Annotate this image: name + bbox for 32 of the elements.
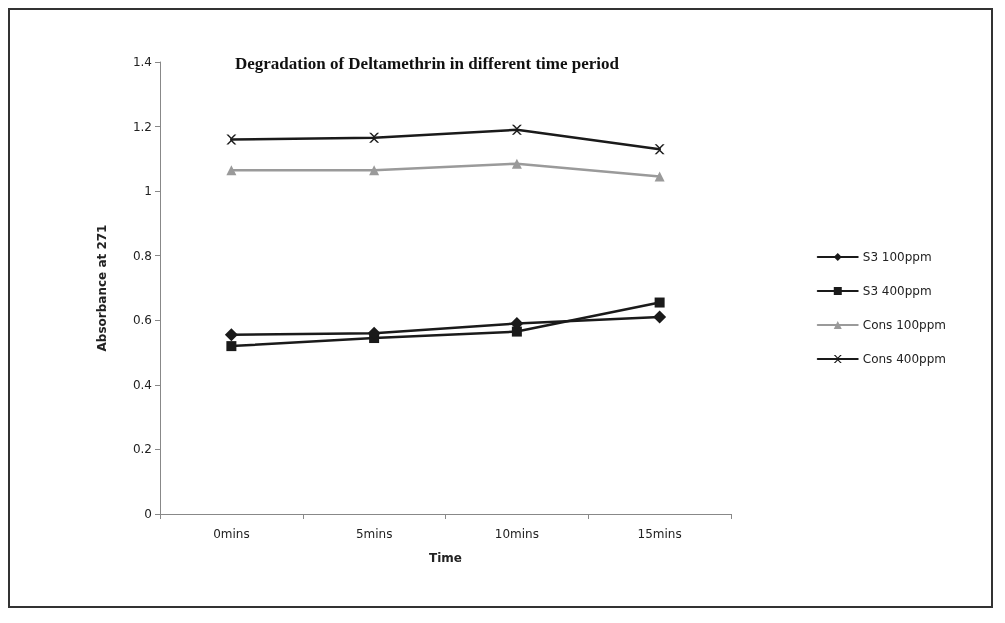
y-axis-title: Absorbance at 271 [95, 224, 109, 352]
point [369, 132, 380, 143]
point [654, 297, 665, 308]
point [226, 341, 237, 352]
point [511, 124, 522, 135]
point [654, 144, 665, 155]
point [511, 326, 522, 337]
y-tick-label: 0.4 [132, 377, 152, 392]
chart-title: Degradation of Deltamethrin in different time period [235, 54, 620, 73]
legend-label: Cons 400ppm [862, 352, 947, 366]
y-tick-label: 0.8 [132, 248, 152, 263]
point [653, 310, 667, 324]
y-tick-label: 0 [144, 507, 152, 521]
x-tick-label: 10mins [494, 527, 539, 541]
y-tick-label: 1.2 [132, 119, 152, 134]
point [654, 171, 665, 182]
legend-label: S3 100ppm [862, 250, 932, 264]
x-tick-label: 5mins [355, 527, 393, 541]
y-tick-label: 0.6 [132, 313, 152, 328]
x-axis-title: Time [429, 551, 462, 565]
point [224, 328, 238, 342]
point [226, 134, 237, 145]
point [369, 165, 380, 176]
y-tick-label: 1.4 [132, 55, 152, 69]
point [511, 158, 522, 169]
y-tick-label: 0.2 [132, 442, 152, 457]
legend-label: S3 400ppm [862, 284, 932, 298]
legend-label: Cons 100ppm [862, 318, 947, 332]
y-tick-label: 1 [144, 184, 152, 199]
point [226, 165, 237, 176]
x-tick-label: 0mins [213, 527, 250, 541]
x-tick-label: 15mins [637, 527, 682, 541]
